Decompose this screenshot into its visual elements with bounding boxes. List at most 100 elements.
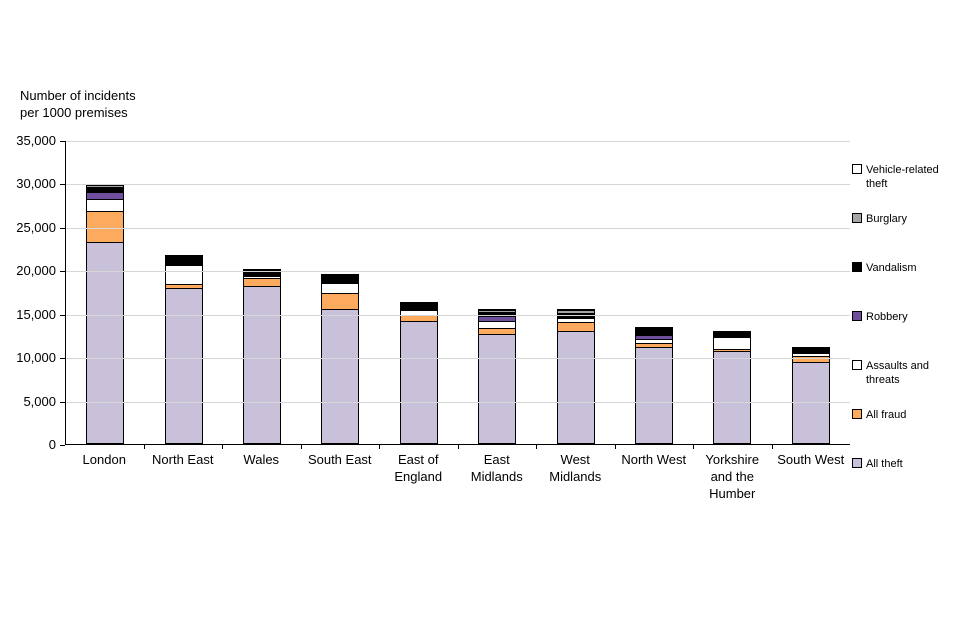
- legend-label: Vehicle-related theft: [866, 164, 939, 191]
- gridline: [66, 141, 850, 142]
- bar-slot: [772, 141, 850, 444]
- legend-item-all-fraud: All fraud: [852, 408, 956, 457]
- x-category-label: North West: [621, 452, 687, 467]
- x-axis-tick: [693, 445, 694, 449]
- x-axis-tick: [536, 445, 537, 449]
- y-tick-label: 30,000: [16, 176, 56, 192]
- legend-swatch: [852, 311, 862, 321]
- gridline: [66, 227, 850, 229]
- bar-slot: [458, 141, 536, 444]
- bar-segment-all-theft: [791, 362, 830, 444]
- bar-slot: [301, 141, 379, 444]
- legend-swatch: [852, 458, 862, 468]
- bar-segment-all-fraud: [86, 210, 125, 243]
- bar-segment-all-theft: [478, 333, 517, 444]
- legend-item-all-theft: All theft: [852, 457, 956, 506]
- x-axis-tick: [300, 445, 302, 449]
- bar-north-east: [164, 254, 203, 444]
- legend-swatch: [852, 360, 862, 370]
- legend-label: All theft: [866, 458, 903, 470]
- bar-segment-all-theft: [399, 320, 438, 444]
- bar-segment-all-theft: [635, 346, 674, 444]
- bar-west-midlands: [556, 309, 595, 444]
- bar-segment-assaults-and-threats: [164, 265, 203, 286]
- legend-item-vehicle-related-theft: Vehicle-related theft: [852, 163, 956, 212]
- bar-slot: [693, 141, 771, 444]
- x-category-label: South West: [777, 452, 845, 467]
- gridline: [66, 184, 850, 186]
- legend-swatch: [852, 213, 862, 223]
- gridline: [66, 358, 850, 360]
- bar-north-west: [635, 327, 674, 444]
- x-category-label: Yorkshire and the Humber: [705, 452, 760, 501]
- bar-east-midlands: [478, 309, 517, 444]
- x-axis-tick: [143, 445, 145, 449]
- y-tick-label: 10,000: [16, 350, 56, 366]
- gridline: [66, 401, 850, 403]
- y-axis-tick: [60, 401, 65, 403]
- y-tick-label: 15,000: [16, 306, 56, 322]
- x-axis-tick: [379, 445, 380, 449]
- y-axis-tick: [60, 227, 65, 229]
- y-tick-label: 5,000: [23, 393, 56, 409]
- bar-wales: [243, 268, 282, 444]
- bar-south-west: [791, 347, 830, 444]
- legend-swatch: [852, 164, 862, 174]
- bars-row: [66, 141, 850, 444]
- plot-area: [65, 141, 850, 445]
- bar-segment-all-fraud: [321, 293, 360, 311]
- y-tick-label: 25,000: [16, 219, 56, 235]
- x-category-label: East of England: [394, 452, 443, 484]
- bar-slot: [144, 141, 222, 444]
- bar-segment-all-theft: [243, 285, 282, 444]
- x-axis-ticks: [65, 445, 850, 449]
- x-category-label: West Midlands: [549, 452, 602, 484]
- bar-segment-all-theft: [164, 287, 203, 444]
- bar-south-east: [321, 273, 360, 444]
- bar-yorkshire-and-the-humber: [713, 331, 752, 444]
- y-tick-label: 20,000: [16, 263, 56, 279]
- legend-label: Burglary: [866, 213, 907, 225]
- legend-label: Vandalism: [866, 262, 917, 274]
- x-axis-labels: London North East Wales South East East of E…: [65, 452, 850, 503]
- bar-slot: [66, 141, 144, 444]
- bar-slot: [223, 141, 301, 444]
- legend-swatch: [852, 409, 862, 419]
- bar-segment-all-theft: [556, 331, 595, 444]
- y-axis-tick: [60, 358, 65, 360]
- x-category-label: South East: [307, 452, 372, 467]
- x-category-label: North East: [152, 452, 214, 467]
- x-axis-tick: [222, 445, 223, 449]
- x-axis-tick: [457, 445, 459, 449]
- bar-london: [86, 184, 125, 444]
- y-axis-tick: [60, 141, 65, 142]
- y-axis-title-line1: Number of incidents: [20, 88, 136, 103]
- y-tick-label: 0: [48, 437, 56, 452]
- bar-segment-assaults-and-threats: [713, 336, 752, 351]
- bar-segment-all-theft: [86, 241, 125, 444]
- x-category-label: East Midlands: [470, 452, 523, 484]
- bar-segment-all-theft: [713, 351, 752, 444]
- bar-east-of-england: [399, 301, 438, 444]
- bar-slot: [536, 141, 614, 444]
- legend: Vehicle-related theft Burglary Vandalism Ro…: [852, 163, 956, 506]
- x-category-label: Wales: [243, 452, 280, 467]
- bar-slot: [380, 141, 458, 444]
- x-category-label: London: [82, 452, 126, 467]
- gridline: [66, 271, 850, 273]
- y-axis-title-line2: per 1000 premises: [20, 104, 128, 120]
- legend-label: Assaults and threats: [866, 360, 929, 387]
- y-axis-tick: [60, 271, 65, 273]
- x-axis-tick: [614, 445, 616, 449]
- legend-label: Robbery: [866, 311, 908, 323]
- y-tick-label: 35,000: [16, 133, 56, 148]
- legend-item-assaults-and-threats: Assaults and threats: [852, 359, 956, 408]
- legend-item-burglary: Burglary: [852, 212, 956, 261]
- bar-segment-all-theft: [321, 309, 360, 444]
- y-axis-title: Number of incidents per 1000 premises: [20, 88, 136, 122]
- legend-swatch: [852, 262, 862, 272]
- gridline: [66, 314, 850, 316]
- legend-label: All fraud: [866, 409, 907, 421]
- legend-item-robbery: Robbery: [852, 310, 956, 359]
